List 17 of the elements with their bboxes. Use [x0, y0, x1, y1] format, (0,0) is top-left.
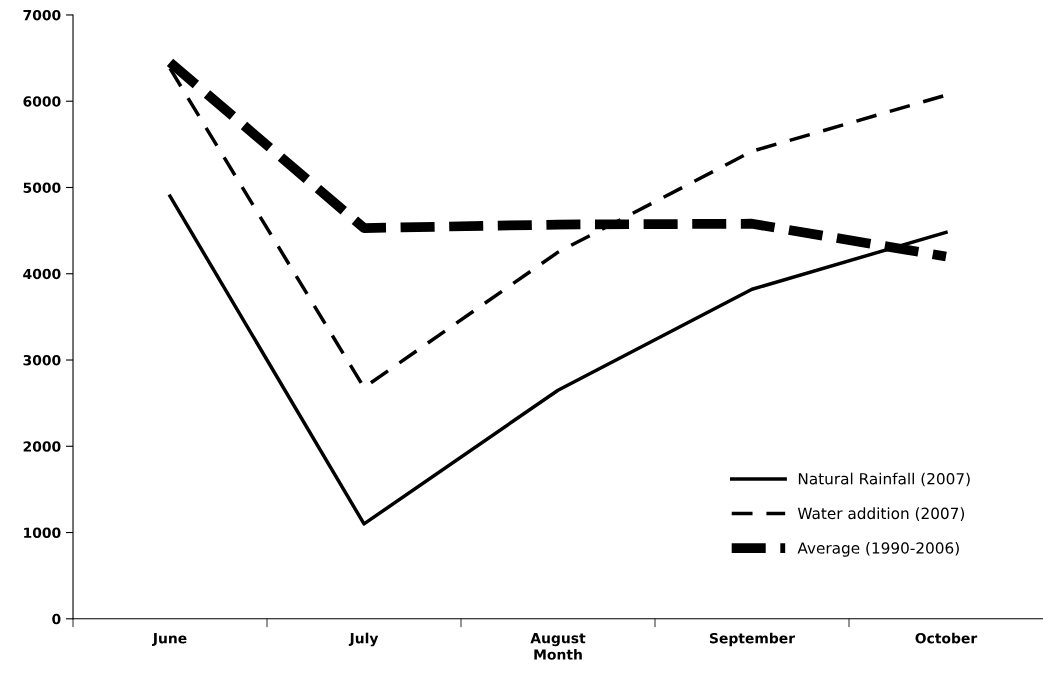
y-tick-label: 5000 [23, 182, 61, 193]
legend-label: Average (1990-2006) [797, 541, 959, 557]
x-tick-label: June [152, 633, 187, 647]
x-tick-label: August [530, 633, 586, 647]
y-tick-label: 6000 [23, 96, 61, 107]
y-tick-label: 2000 [23, 441, 61, 452]
x-tick-label: September [709, 632, 796, 647]
legend-label: Water addition (2007) [797, 507, 965, 521]
x-tick-label: July [348, 632, 379, 647]
y-tick-label: 1000 [24, 527, 61, 539]
y-tick-label: 0 [52, 613, 61, 625]
y-tick-label: 3000 [23, 354, 61, 366]
x-tick-label: October [915, 632, 978, 644]
x-axis-title: Month [534, 649, 582, 660]
y-tick-label: 4000 [23, 268, 61, 280]
legend-label: Natural Rainfall (2007) [798, 472, 970, 487]
y-tick-label: 7000 [23, 9, 61, 21]
